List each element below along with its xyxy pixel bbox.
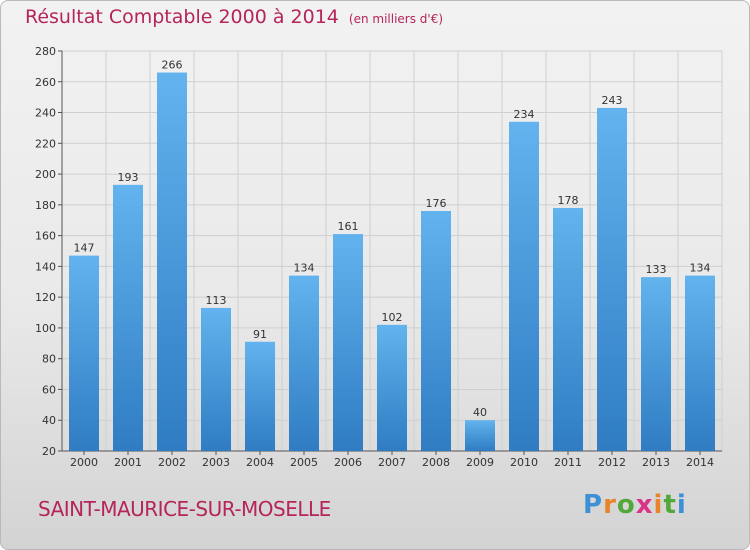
x-tick-label: 2010 [510, 456, 538, 469]
y-tick-label: 80 [42, 353, 56, 366]
data-label: 133 [646, 263, 667, 276]
data-label: 243 [602, 94, 623, 107]
data-label: 134 [690, 262, 711, 275]
data-label: 234 [514, 108, 535, 121]
y-tick-label: 100 [35, 322, 56, 335]
y-tick-label: 260 [35, 76, 56, 89]
x-tick-label: 2013 [642, 456, 670, 469]
chart-title-unit: (en milliers d'€) [348, 12, 444, 26]
bar [245, 341, 275, 451]
data-label: 113 [206, 294, 227, 307]
y-tick-label: 120 [35, 291, 56, 304]
bar [289, 275, 319, 451]
y-tick-label: 180 [35, 199, 56, 212]
bar [509, 121, 539, 452]
place-name: SAINT-MAURICE-SUR-MOSELLE [38, 497, 331, 521]
proxiti-logo: Proxiti [583, 490, 687, 520]
data-label: 266 [162, 59, 183, 72]
data-label: 176 [426, 197, 447, 210]
bar [333, 234, 363, 451]
x-tick-label: 2008 [422, 456, 450, 469]
labels: 20 40 60 80 100 120 140 160 180 200 220 240 260 280 14… [35, 45, 714, 469]
y-tick-label: 60 [42, 383, 56, 396]
y-tick-label: 20 [42, 445, 56, 458]
y-tick-label: 280 [35, 45, 56, 58]
x-tick-label: 2000 [70, 456, 98, 469]
x-tick-label: 2007 [378, 456, 406, 469]
y-tick-label: 200 [35, 168, 56, 181]
data-label: 134 [294, 262, 315, 275]
y-tick-label: 160 [35, 230, 56, 243]
data-label: 40 [473, 406, 487, 419]
bar [201, 307, 231, 451]
chart-title: Résultat Comptable 2000 à 2014 (en millie… [25, 6, 443, 28]
bars [69, 72, 715, 452]
x-tick-label: 2002 [158, 456, 186, 469]
bar [685, 275, 715, 451]
y-tick-label: 40 [42, 414, 56, 427]
y-tick-label: 220 [35, 137, 56, 150]
bar [113, 184, 143, 451]
data-label: 147 [74, 242, 95, 255]
bar [157, 72, 187, 452]
data-label: 178 [558, 194, 579, 207]
x-tick-label: 2011 [554, 456, 582, 469]
data-label: 102 [382, 311, 403, 324]
chart-title-main: Résultat Comptable 2000 à 2014 [25, 6, 339, 28]
x-tick-label: 2004 [246, 456, 274, 469]
bar [69, 255, 99, 451]
data-label: 193 [118, 171, 139, 184]
x-tick-label: 2003 [202, 456, 230, 469]
x-tick-label: 2009 [466, 456, 494, 469]
data-label: 161 [338, 220, 359, 233]
x-tick-label: 2006 [334, 456, 362, 469]
data-label: 91 [253, 328, 267, 341]
y-tick-label: 140 [35, 260, 56, 273]
x-tick-label: 2014 [686, 456, 714, 469]
bar [421, 211, 451, 451]
bar [465, 420, 495, 451]
bar [641, 277, 671, 451]
bar [597, 107, 627, 451]
bar [553, 207, 583, 451]
x-tick-label: 2012 [598, 456, 626, 469]
y-tick-label: 240 [35, 107, 56, 120]
bar [377, 324, 407, 451]
x-tick-label: 2005 [290, 456, 318, 469]
x-tick-label: 2001 [114, 456, 142, 469]
